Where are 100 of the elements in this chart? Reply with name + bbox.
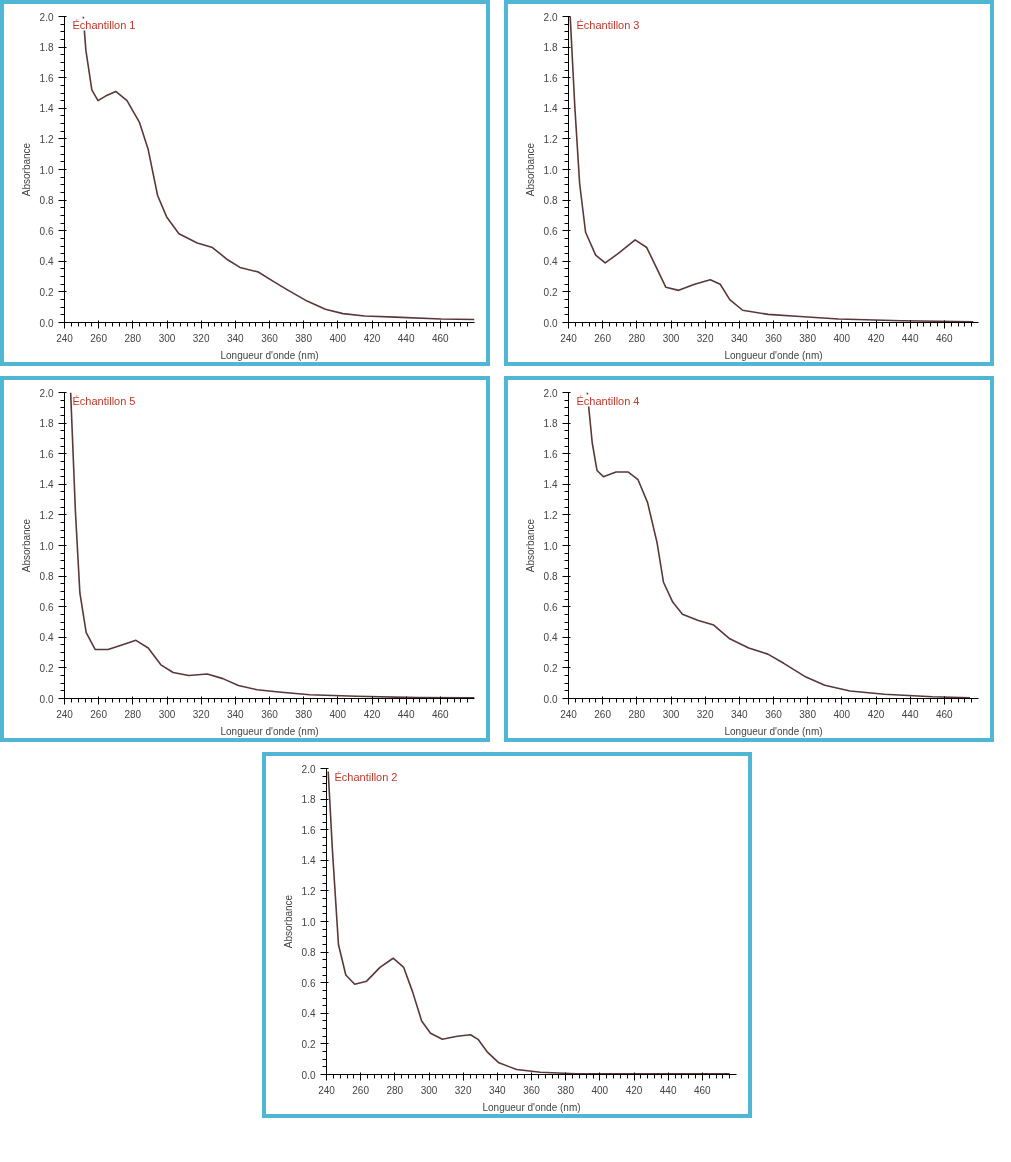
y-tick-label: 2.0: [39, 387, 54, 399]
x-tick-label: 460: [431, 332, 450, 344]
x-tick-label: 300: [420, 1084, 438, 1096]
x-tick-label: 420: [363, 332, 381, 344]
x-tick-label: 380: [557, 1084, 575, 1096]
x-tick-label: 280: [124, 708, 142, 720]
x-tick-label: 440: [659, 1084, 677, 1096]
x-tick-label: 340: [488, 1084, 507, 1096]
y-tick-label: 0.0: [39, 317, 54, 329]
y-tick-label: 0.8: [543, 571, 558, 583]
x-tick-label: 400: [833, 332, 851, 344]
x-tick-label: 240: [56, 332, 74, 344]
x-tick-label: 340: [226, 708, 245, 720]
y-tick-label: 1.6: [301, 824, 316, 836]
y-axis-title: Absorbance: [282, 894, 294, 949]
x-tick-label: 280: [628, 332, 646, 344]
x-tick-label: 420: [625, 1084, 643, 1096]
x-tick-label: 280: [124, 332, 142, 344]
y-tick-label: 2.0: [543, 387, 558, 399]
x-tick-label: 320: [454, 1084, 472, 1096]
y-tick-label: 1.2: [39, 509, 54, 521]
y-tick-label: 0.0: [39, 693, 54, 705]
y-tick-label: 0.4: [39, 632, 54, 644]
y-tick-label: 1.0: [39, 540, 54, 552]
y-tick-label: 1.8: [543, 418, 558, 430]
x-tick-label: 260: [594, 332, 612, 344]
x-tick-label: 460: [431, 708, 450, 720]
y-tick-label: 1.4: [543, 103, 558, 115]
x-tick-label: 260: [90, 332, 108, 344]
y-axis-title: Absorbance: [20, 518, 32, 573]
y-tick-label: 0.2: [543, 286, 558, 298]
y-tick-label: 1.6: [543, 72, 558, 84]
x-tick-label: 240: [318, 1084, 336, 1096]
chart-title: Échantillon 5: [72, 394, 136, 407]
x-tick-label: 440: [397, 708, 415, 720]
x-tick-label: 400: [591, 1084, 609, 1096]
y-tick-label: 1.6: [39, 72, 54, 84]
x-tick-label: 380: [295, 708, 313, 720]
y-tick-label: 1.6: [39, 448, 54, 460]
x-axis-title: Longueur d'onde (nm): [724, 349, 823, 361]
y-tick-label: 0.4: [543, 632, 558, 644]
y-axis-title: Absorbance: [524, 142, 536, 197]
y-axis-title: Absorbance: [20, 142, 32, 197]
x-tick-label: 240: [56, 708, 74, 720]
x-tick-label: 380: [799, 708, 817, 720]
x-tick-label: 240: [560, 332, 578, 344]
x-tick-label: 320: [192, 708, 210, 720]
x-tick-label: 420: [867, 708, 885, 720]
x-tick-label: 440: [901, 708, 919, 720]
y-tick-label: 0.6: [543, 225, 558, 237]
x-axis-title: Longueur d'onde (nm): [482, 1101, 581, 1113]
chart-title: Échantillon 1: [72, 18, 136, 31]
y-tick-label: 0.6: [301, 977, 316, 989]
y-tick-label: 1.0: [39, 164, 54, 176]
x-tick-label: 460: [935, 708, 954, 720]
x-tick-label: 460: [935, 332, 954, 344]
y-tick-label: 0.2: [301, 1038, 316, 1050]
x-tick-label: 300: [662, 332, 680, 344]
y-tick-label: 1.0: [543, 164, 558, 176]
x-tick-label: 360: [523, 1084, 541, 1096]
x-tick-label: 260: [90, 708, 108, 720]
chart-title: Échantillon 2: [334, 770, 398, 783]
y-tick-label: 1.8: [39, 42, 54, 54]
x-tick-label: 340: [730, 332, 749, 344]
x-tick-label: 260: [352, 1084, 370, 1096]
x-tick-label: 420: [867, 332, 885, 344]
x-tick-label: 400: [329, 332, 347, 344]
y-tick-label: 0.2: [543, 662, 558, 674]
y-tick-label: 1.4: [39, 479, 54, 491]
y-tick-label: 0.0: [543, 317, 558, 329]
y-tick-label: 1.8: [543, 42, 558, 54]
y-tick-label: 0.8: [543, 195, 558, 207]
x-tick-label: 260: [594, 708, 612, 720]
y-tick-label: 0.6: [543, 601, 558, 613]
x-tick-label: 440: [901, 332, 919, 344]
y-tick-label: 2.0: [543, 11, 558, 23]
y-tick-label: 0.0: [301, 1069, 316, 1081]
y-tick-label: 1.4: [39, 103, 54, 115]
x-tick-label: 240: [560, 708, 578, 720]
y-tick-label: 0.4: [301, 1008, 316, 1020]
x-tick-label: 320: [696, 332, 714, 344]
x-tick-label: 300: [662, 708, 680, 720]
y-tick-label: 1.4: [543, 479, 558, 491]
x-tick-label: 300: [158, 708, 176, 720]
x-tick-label: 440: [397, 332, 415, 344]
x-tick-label: 360: [765, 708, 783, 720]
y-axis-title: Absorbance: [524, 518, 536, 573]
x-tick-label: 460: [693, 1084, 712, 1096]
y-tick-label: 0.8: [39, 571, 54, 583]
y-tick-label: 1.8: [301, 794, 316, 806]
chart-title: Échantillon 4: [576, 394, 640, 407]
x-tick-label: 360: [261, 708, 279, 720]
x-tick-label: 360: [261, 332, 279, 344]
x-tick-label: 280: [628, 708, 646, 720]
x-tick-label: 400: [329, 708, 347, 720]
y-tick-label: 1.4: [301, 855, 316, 867]
x-tick-label: 320: [192, 332, 210, 344]
x-tick-label: 420: [363, 708, 381, 720]
x-tick-label: 380: [799, 332, 817, 344]
y-tick-label: 0.2: [39, 286, 54, 298]
